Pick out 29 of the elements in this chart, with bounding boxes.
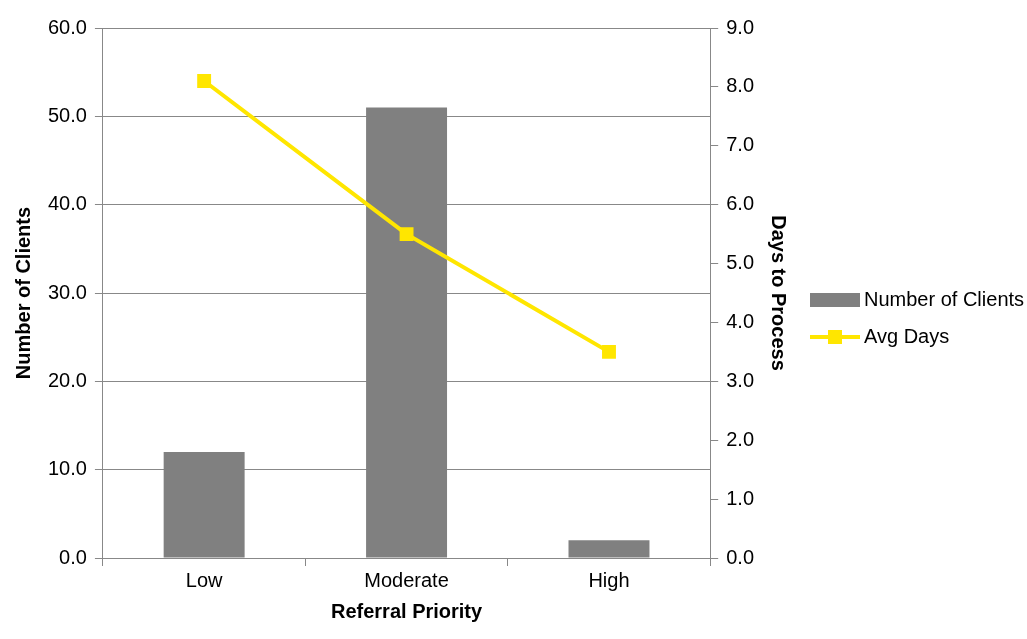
y-tick-label: 10.0 (47, 457, 87, 480)
y2-tick-label: 5.0 (726, 251, 755, 274)
x-tick-label: Moderate (364, 568, 449, 591)
y-tick-label: 40.0 (47, 192, 87, 215)
x-tick-label: Low (185, 568, 224, 591)
y-tick-label: 20.0 (47, 368, 87, 391)
point (399, 227, 414, 242)
y2-tick-label: 6.0 (726, 192, 755, 215)
y-tick-label: 0.0 (59, 545, 87, 568)
point (197, 74, 212, 88)
y-tick-label: 50.0 (47, 103, 87, 126)
point (602, 344, 616, 359)
y2-tick-label: 9.0 (726, 15, 755, 38)
bar (568, 540, 650, 558)
legend-label: Avg Days (864, 325, 950, 348)
legend-label: Number of Clients (864, 288, 1025, 311)
y-axis-title: Number of Clients (11, 206, 34, 380)
y2-tick-label: 1.0 (726, 486, 755, 509)
y2-tick-label: 3.0 (726, 368, 755, 391)
y-tick-label: 30.0 (47, 280, 87, 303)
y2-tick-label: 8.0 (726, 74, 755, 97)
x-axis-title: Referral Priority (330, 599, 484, 622)
y2-tick-label: 0.0 (726, 545, 755, 568)
y2-tick-label: 7.0 (726, 133, 755, 156)
y-tick-label: 60.0 (47, 15, 87, 38)
x-tick-label: High (588, 568, 630, 591)
y2-tick-label: 4.0 (726, 309, 755, 332)
y2-axis-title: Days to Process (768, 215, 791, 371)
y2-tick-label: 2.0 (726, 427, 755, 450)
